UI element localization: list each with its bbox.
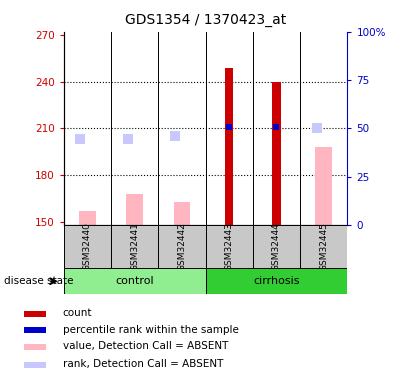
Bar: [173, 202, 190, 225]
Bar: [111, 225, 158, 268]
Bar: [24, 327, 46, 333]
Bar: [206, 225, 253, 268]
Bar: [225, 68, 233, 225]
Bar: [24, 362, 46, 368]
Text: GSM32443: GSM32443: [225, 222, 233, 271]
Bar: [64, 225, 111, 268]
Bar: [315, 147, 332, 225]
Text: GSM32444: GSM32444: [272, 222, 281, 271]
Text: cirrhosis: cirrhosis: [253, 276, 300, 286]
Bar: [79, 211, 96, 225]
Text: percentile rank within the sample: percentile rank within the sample: [63, 325, 239, 335]
Text: GSM32442: GSM32442: [178, 222, 186, 271]
Text: value, Detection Call = ABSENT: value, Detection Call = ABSENT: [63, 342, 228, 351]
Text: rank, Detection Call = ABSENT: rank, Detection Call = ABSENT: [63, 360, 223, 369]
Text: GDS1354 / 1370423_at: GDS1354 / 1370423_at: [125, 13, 286, 27]
Text: GSM32441: GSM32441: [130, 222, 139, 271]
Bar: [158, 225, 206, 268]
Bar: [24, 310, 46, 316]
Bar: [24, 344, 46, 350]
Bar: [64, 268, 206, 294]
Text: control: control: [115, 276, 154, 286]
Text: GSM32445: GSM32445: [319, 222, 328, 271]
Bar: [300, 225, 347, 268]
Bar: [126, 194, 143, 225]
Bar: [206, 268, 347, 294]
Bar: [272, 82, 281, 225]
Bar: [253, 225, 300, 268]
Text: GSM32440: GSM32440: [83, 222, 92, 271]
Text: count: count: [63, 309, 92, 318]
Text: disease state: disease state: [4, 276, 74, 286]
